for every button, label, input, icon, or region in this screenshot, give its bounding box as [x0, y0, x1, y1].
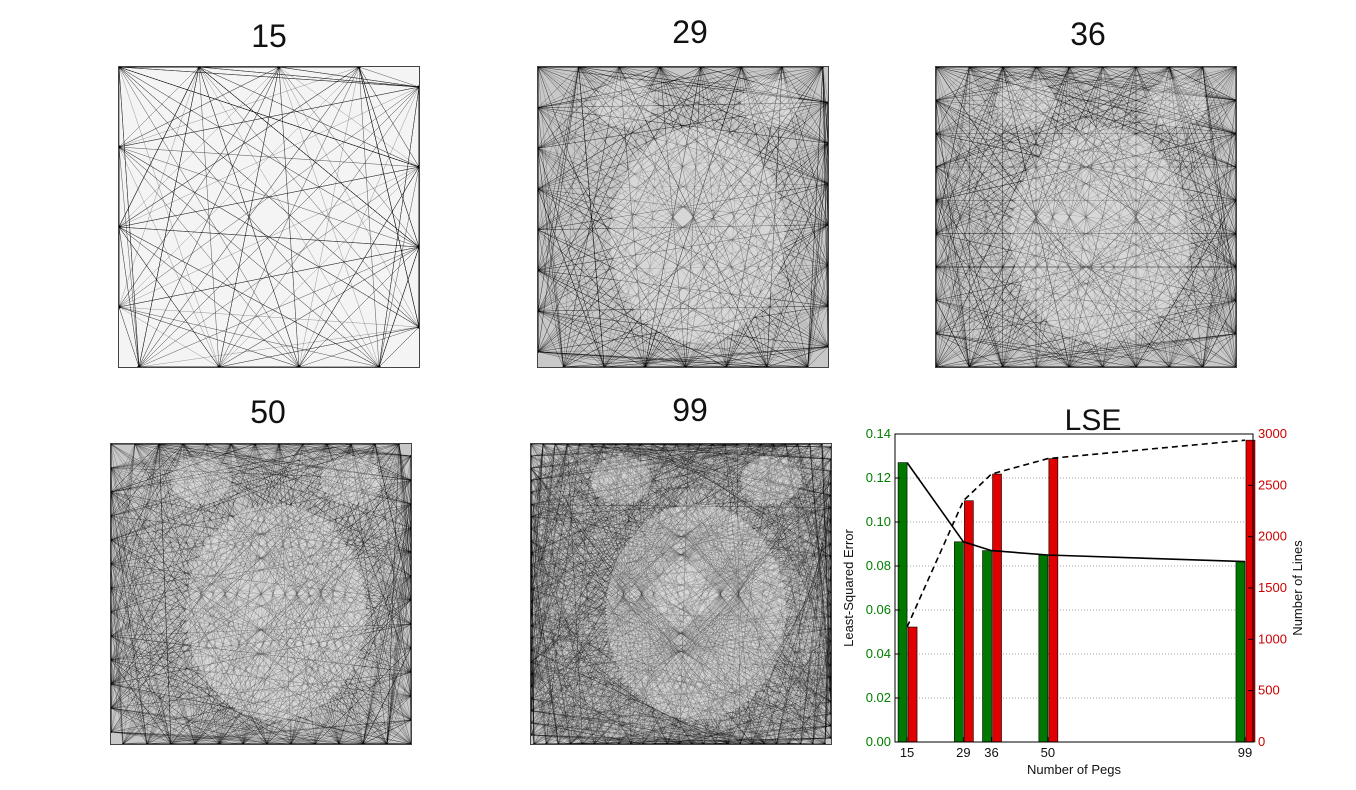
- lse-bar: [982, 550, 992, 743]
- right-axis-label: Number of Lines: [1290, 540, 1305, 636]
- right-tick-label: 2500: [1258, 477, 1287, 492]
- x-tick-label: 36: [984, 745, 998, 760]
- right-axis-ticks: 0 500 1000 1500 2000 2500 3000: [1248, 426, 1287, 749]
- chart-bars: [897, 439, 1256, 743]
- chart-title: LSE: [1065, 404, 1122, 437]
- chart-lines: [906, 439, 1246, 628]
- x-tick-label: 29: [956, 745, 970, 760]
- string-art-50-pegs: [110, 443, 412, 745]
- left-tick-label: 0.04: [866, 646, 891, 661]
- right-tick-label: 2000: [1258, 529, 1287, 544]
- lse-bar: [1038, 554, 1049, 743]
- chart-grid: [895, 477, 1253, 699]
- left-tick-label: 0.12: [866, 470, 891, 485]
- left-axis-ticks: 0.00 0.02 0.04 0.06 0.08 0.10 0.12 0.14: [866, 426, 900, 749]
- left-tick-label: 0.08: [866, 558, 891, 573]
- panel-title-50: 50: [250, 394, 286, 430]
- string-art-15-pegs: [118, 66, 420, 368]
- string-art-99-pegs: [530, 443, 832, 745]
- string-art-36-pegs: [935, 66, 1237, 368]
- panel-title-29: 29: [672, 14, 708, 50]
- left-tick-label: 0.06: [866, 602, 891, 617]
- x-tick-label: 99: [1238, 745, 1252, 760]
- lse-bar: [954, 541, 964, 743]
- lse-bar: [1235, 561, 1246, 743]
- x-axis-ticks: 15 29 36 50 99: [900, 737, 1252, 760]
- left-tick-label: 0.10: [866, 514, 891, 529]
- lines-bar: [992, 473, 1002, 743]
- lines-bar: [964, 500, 974, 743]
- right-tick-label: 3000: [1258, 426, 1287, 441]
- right-tick-label: 500: [1258, 683, 1280, 698]
- lse-bar: [897, 462, 908, 743]
- panel-title-99: 99: [672, 392, 708, 428]
- panel-title-36: 36: [1070, 16, 1106, 52]
- lse-chart: LSE 0.00 0.02 0.04 0.06 0.08 0.10 0.12 0.14 0 50…: [841, 404, 1305, 777]
- plot-frame: [894, 433, 1254, 743]
- left-tick-label: 0.14: [866, 426, 891, 441]
- panel-title-15: 15: [251, 18, 287, 54]
- lines-bar: [1048, 458, 1059, 743]
- left-axis-label: Least-Squared Error: [841, 528, 856, 646]
- right-tick-label: 1500: [1258, 580, 1287, 595]
- x-tick-label: 15: [900, 745, 914, 760]
- x-axis-label: Number of Pegs: [1027, 762, 1121, 777]
- right-tick-label: 0: [1258, 734, 1265, 749]
- x-tick-label: 50: [1041, 745, 1055, 760]
- left-tick-label: 0.00: [866, 734, 891, 749]
- lse-line: [906, 462, 1246, 563]
- lines-bar: [907, 626, 918, 743]
- lines-count-line: [906, 439, 1246, 628]
- right-tick-label: 1000: [1258, 631, 1287, 646]
- string-art-29-pegs: [537, 66, 829, 368]
- left-tick-label: 0.02: [866, 690, 891, 705]
